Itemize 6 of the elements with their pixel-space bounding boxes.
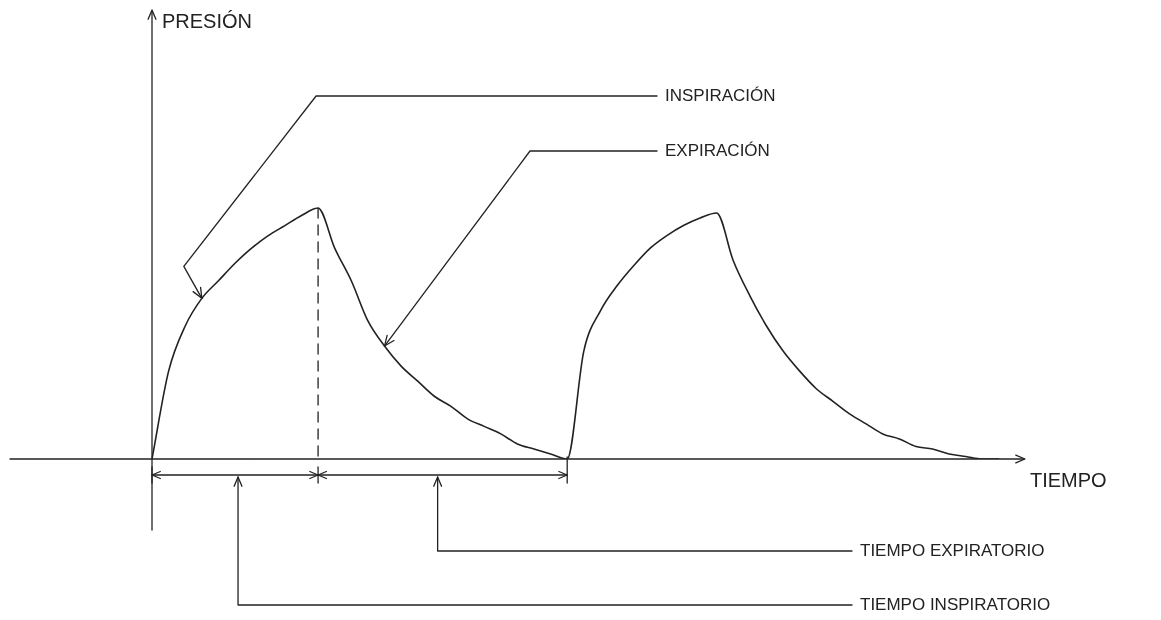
text: TIEMPO EXPIRATORIO xyxy=(860,540,1045,560)
x-axis-title: TIEMPO xyxy=(1030,468,1107,491)
text: EXPIRACIÓN xyxy=(665,140,770,160)
text: INSPIRACIÓN xyxy=(665,85,776,105)
text: PRESIÓN xyxy=(162,9,253,32)
text: TIEMPO INSPIRATORIO xyxy=(860,594,1051,614)
